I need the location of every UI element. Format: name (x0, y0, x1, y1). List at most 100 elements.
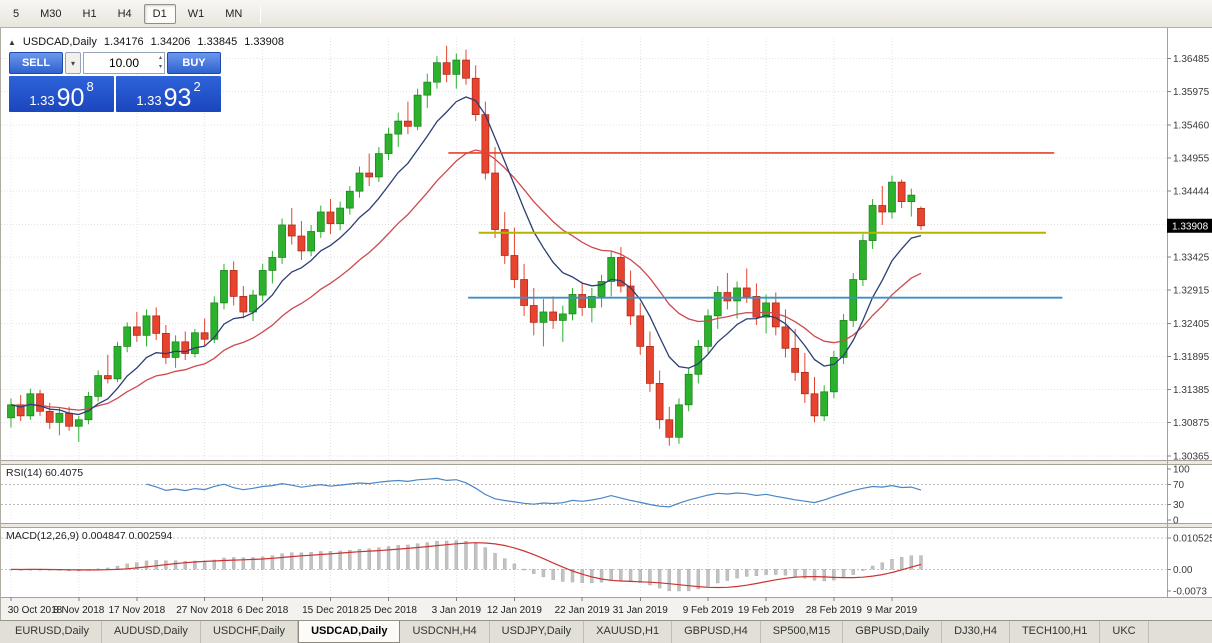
rsi-label: RSI(14) 60.4075 (6, 467, 83, 479)
chart-tab-audusd[interactable]: AUDUSD,Daily (102, 621, 201, 643)
chart-window: RSI(14) 60.4075 MACD(12,26,9) 0.004847 0.… (0, 28, 1212, 620)
svg-text:15 Dec 2018: 15 Dec 2018 (302, 605, 359, 616)
volume-field[interactable]: 10.00 ▴ ▾ (83, 52, 165, 74)
ohlc-close: 1.33908 (244, 36, 284, 48)
ohlc-low: 1.33845 (197, 36, 238, 48)
svg-text:8 Nov 2018: 8 Nov 2018 (53, 605, 105, 616)
sell-price-prefix: 1.33 (29, 93, 55, 109)
current-price-tag: 1.33908 (1167, 218, 1212, 233)
macd-panel: MACD(12,26,9) 0.004847 0.002594 (1, 530, 1166, 592)
chart-tab-usdjpy[interactable]: USDJPY,Daily (490, 621, 585, 643)
chart-tab-usdcnh[interactable]: USDCNH,H4 (400, 621, 490, 643)
svg-text:22 Jan 2019: 22 Jan 2019 (555, 605, 610, 616)
svg-text:0: 0 (1173, 516, 1179, 527)
ohlc-open: 1.34176 (103, 36, 144, 48)
trade-panel-prices: 1.33 90 8 1.33 93 2 (9, 76, 221, 112)
rsi-panel: RSI(14) 60.4075 (1, 467, 1166, 508)
chart-header: ▲ USDCAD,Daily 1.34176 1.34206 1.33845 1… (8, 36, 284, 48)
buy-price-display[interactable]: 1.33 93 2 (116, 76, 221, 112)
svg-text:1.31895: 1.31895 (1173, 352, 1210, 363)
svg-text:1.33425: 1.33425 (1173, 253, 1210, 264)
panel-dividers[interactable] (1, 460, 1212, 528)
one-click-trading-panel: SELL ▾ 10.00 ▴ ▾ BUY 1.33 90 8 1.33 93 2 (9, 52, 221, 112)
chart-tab-gbpusd[interactable]: GBPUSD,H4 (672, 621, 761, 643)
toolbar-separator (260, 4, 262, 23)
svg-text:1.35975: 1.35975 (1173, 87, 1210, 98)
chart-marker-icon: ▲ (8, 37, 16, 47)
timeframe-button-5[interactable]: 5 (13, 7, 20, 20)
svg-text:100: 100 (1173, 465, 1190, 476)
chart-tab-sp500[interactable]: SP500,M15 (761, 621, 844, 643)
sell-price-point: 8 (86, 79, 94, 94)
chart-symbol-label: USDCAD,Daily (22, 36, 97, 48)
timeframe-button-m30[interactable]: M30 (40, 7, 62, 20)
buy-price-prefix: 1.33 (136, 93, 162, 109)
svg-text:1.30875: 1.30875 (1173, 418, 1210, 429)
volume-dropdown-button[interactable]: ▾ (65, 52, 81, 74)
sell-price-pips: 90 (56, 83, 85, 112)
svg-text:30: 30 (1173, 500, 1185, 511)
svg-text:12 Jan 2019: 12 Jan 2019 (487, 605, 542, 616)
buy-price-pips: 93 (163, 83, 192, 112)
macd-signal-line (10, 542, 922, 589)
svg-text:70: 70 (1173, 480, 1185, 491)
svg-text:25 Dec 2018: 25 Dec 2018 (360, 605, 417, 616)
chart-tab-bar: EURUSD,Daily AUDUSD,Daily USDCHF,Daily USDC… (0, 620, 1212, 643)
price-axis[interactable]: 1.36485 1.35975 1.35460 1.34955 1.34444 1.339… (1167, 28, 1212, 598)
ma-fast-line (10, 96, 922, 416)
svg-text:30 Oct 2018: 30 Oct 2018 (8, 605, 63, 616)
timeframe-button-h4[interactable]: H4 (117, 7, 132, 20)
svg-text:28 Feb 2019: 28 Feb 2019 (806, 605, 863, 616)
svg-text:1.30365: 1.30365 (1173, 451, 1210, 462)
chart-tab-dj30[interactable]: DJ30,H4 (942, 621, 1010, 643)
chart-tab-gbpusd[interactable]: GBPUSD,Daily (843, 621, 943, 643)
svg-text:9 Feb 2019: 9 Feb 2019 (683, 605, 734, 616)
rsi-line (146, 477, 922, 508)
chart-tab-usdcad[interactable]: USDCAD,Daily (298, 621, 401, 643)
timeframe-toolbar: 5 M30 H1 H4 D1 W1 MN (0, 0, 1212, 28)
macd-histogram (9, 540, 923, 592)
svg-text:19 Feb 2019: 19 Feb 2019 (738, 605, 795, 616)
sell-button[interactable]: SELL (9, 52, 63, 74)
chart-background (1, 28, 1212, 620)
svg-text:1.34955: 1.34955 (1173, 153, 1210, 164)
timeframe-button-h1[interactable]: H1 (82, 7, 97, 20)
timeframe-button-d1[interactable]: D1 (143, 3, 176, 24)
svg-text:1.36485: 1.36485 (1173, 54, 1210, 65)
volume-spinner[interactable]: ▴ ▾ (159, 54, 162, 72)
svg-text:1.32915: 1.32915 (1173, 286, 1210, 297)
svg-text:27 Nov 2018: 27 Nov 2018 (176, 605, 233, 616)
svg-text:1.33908: 1.33908 (1172, 221, 1209, 232)
svg-text:0.010525: 0.010525 (1173, 534, 1212, 545)
chart-tab-xauusd[interactable]: XAUUSD,H1 (584, 621, 673, 643)
timeframe-button-w1[interactable]: W1 (187, 7, 205, 20)
svg-text:1.32405: 1.32405 (1173, 319, 1210, 330)
sell-price-display[interactable]: 1.33 90 8 (9, 76, 114, 112)
volume-value: 10.00 (108, 56, 140, 70)
svg-text:1.35460: 1.35460 (1173, 120, 1210, 131)
chart-tab-ukc[interactable]: UKC (1100, 621, 1149, 643)
svg-text:3 Jan 2019: 3 Jan 2019 (432, 605, 482, 616)
chevron-down-icon: ▾ (70, 58, 75, 68)
svg-text:1.34444: 1.34444 (1173, 186, 1210, 197)
chart-grid (1, 38, 1166, 594)
svg-text:17 Nov 2018: 17 Nov 2018 (108, 605, 165, 616)
svg-text:-0.0073: -0.0073 (1173, 587, 1207, 598)
macd-label: MACD(12,26,9) 0.004847 0.002594 (6, 530, 173, 542)
ohlc-high: 1.34206 (150, 36, 191, 48)
buy-price-point: 2 (193, 79, 201, 94)
trade-panel-controls: SELL ▾ 10.00 ▴ ▾ BUY (9, 52, 221, 74)
svg-text:31 Jan 2019: 31 Jan 2019 (613, 605, 668, 616)
candlestick-series (7, 45, 925, 446)
chart-tab-tech100[interactable]: TECH100,H1 (1010, 621, 1101, 643)
svg-text:6 Dec 2018: 6 Dec 2018 (237, 605, 289, 616)
svg-text:0.00: 0.00 (1173, 565, 1193, 576)
svg-text:9 Mar 2019: 9 Mar 2019 (867, 605, 918, 616)
buy-button[interactable]: BUY (167, 52, 221, 74)
price-chart-svg: RSI(14) 60.4075 MACD(12,26,9) 0.004847 0.… (1, 28, 1212, 620)
chart-tab-usdchf[interactable]: USDCHF,Daily (201, 621, 299, 643)
timeframe-button-mn[interactable]: MN (225, 7, 243, 20)
chart-tab-eurusd[interactable]: EURUSD,Daily (3, 621, 102, 643)
spin-up-icon: ▴ (158, 55, 162, 61)
